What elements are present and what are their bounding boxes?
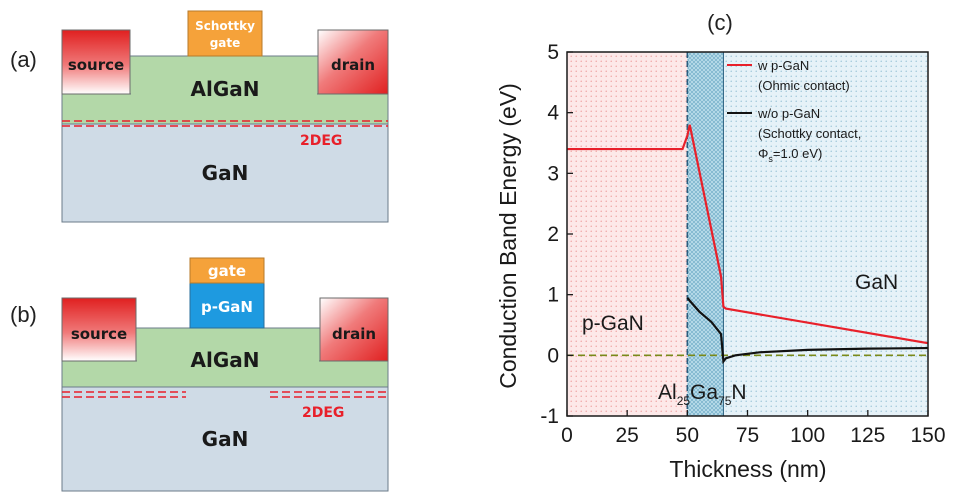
source-label: source bbox=[71, 325, 127, 343]
legend-2-line-2: (Schottky contact, bbox=[758, 126, 861, 141]
drain-contact bbox=[317, 29, 389, 95]
twodeg-label: 2DEG bbox=[300, 133, 342, 149]
y-tick-label: 5 bbox=[547, 41, 559, 64]
schottky-gate-label-2: gate bbox=[210, 36, 241, 50]
series-line-wo-pgan bbox=[686, 297, 929, 365]
region-pgan-background bbox=[567, 52, 688, 416]
panel-c-label: (c) bbox=[707, 10, 733, 35]
x-tick-label: 100 bbox=[790, 424, 825, 447]
x-tick-label: 50 bbox=[676, 424, 699, 447]
twodeg-label: 2DEG bbox=[302, 405, 344, 421]
y-tick-label: 4 bbox=[547, 102, 559, 125]
algan-barrier-bottom bbox=[61, 360, 389, 388]
legend-2-line-1: w/o p-GaN bbox=[757, 106, 820, 121]
legend-2-line-3: Φs=1.0 eV) bbox=[758, 146, 822, 164]
x-tick-label: 125 bbox=[850, 424, 885, 447]
algan-label: AlGaN bbox=[191, 348, 260, 372]
drain-label: drain bbox=[331, 56, 375, 74]
panel-a: (a) GaN AlGaN 2DEG source drain Schottky… bbox=[10, 10, 389, 223]
panel-b: (b) GaN AlGaN 2DEG source drain p-GaN ga… bbox=[10, 257, 389, 492]
panel-b-label: (b) bbox=[10, 302, 37, 327]
source-label: source bbox=[68, 56, 124, 74]
gan-buffer-layer bbox=[61, 123, 389, 223]
panel-a-label: (a) bbox=[10, 47, 37, 72]
algan-seam bbox=[131, 92, 317, 96]
region-gan-background bbox=[723, 52, 928, 416]
legend-1-line-1: w p-GaN bbox=[757, 58, 809, 73]
x-tick-label: 150 bbox=[910, 424, 945, 447]
region-label-algan: Al25Ga75N bbox=[658, 381, 747, 408]
y-tick-label: 1 bbox=[547, 284, 559, 307]
legend-1-line-2: (Ohmic contact) bbox=[758, 78, 850, 93]
drain-label: drain bbox=[332, 325, 376, 343]
algan-seam bbox=[137, 359, 319, 363]
y-axis-ticks: -1 0 1 2 3 4 5 bbox=[540, 41, 573, 428]
drain-contact bbox=[319, 297, 389, 362]
region-label-gan: GaN bbox=[855, 271, 898, 294]
gate-label: gate bbox=[208, 262, 246, 280]
y-axis-label: Conduction Band Energy (eV) bbox=[495, 83, 521, 389]
pgan-label: p-GaN bbox=[201, 298, 253, 316]
x-axis-ticks: 0 25 50 75 100 125 150 bbox=[561, 410, 946, 447]
algan-barrier-bottom bbox=[61, 93, 389, 125]
x-tick-label: 25 bbox=[615, 424, 638, 447]
series-line-w-pgan bbox=[567, 124, 929, 345]
x-tick-label: 75 bbox=[736, 424, 759, 447]
y-tick-label: 2 bbox=[547, 223, 559, 246]
algan-label: AlGaN bbox=[191, 77, 260, 101]
gan-buffer-label: GaN bbox=[202, 427, 249, 451]
gate-metal bbox=[189, 257, 265, 284]
pgan-layer bbox=[189, 282, 265, 329]
source-contact bbox=[61, 297, 137, 362]
y-tick-label: 0 bbox=[547, 344, 559, 367]
y-tick-label: 3 bbox=[547, 162, 559, 185]
x-axis-label: Thickness (nm) bbox=[669, 456, 826, 482]
source-contact bbox=[61, 29, 131, 95]
y-tick-label: -1 bbox=[540, 405, 559, 428]
legend: w p-GaN (Ohmic contact) w/o p-GaN (Schot… bbox=[727, 58, 861, 164]
gan-buffer-label: GaN bbox=[202, 161, 249, 185]
region-algan-background bbox=[687, 52, 724, 416]
schottky-gate bbox=[187, 10, 263, 57]
schottky-gate-label-1: Schottky bbox=[195, 19, 255, 33]
x-tick-label: 0 bbox=[561, 424, 573, 447]
region-label-pgan: p-GaN bbox=[582, 312, 644, 335]
